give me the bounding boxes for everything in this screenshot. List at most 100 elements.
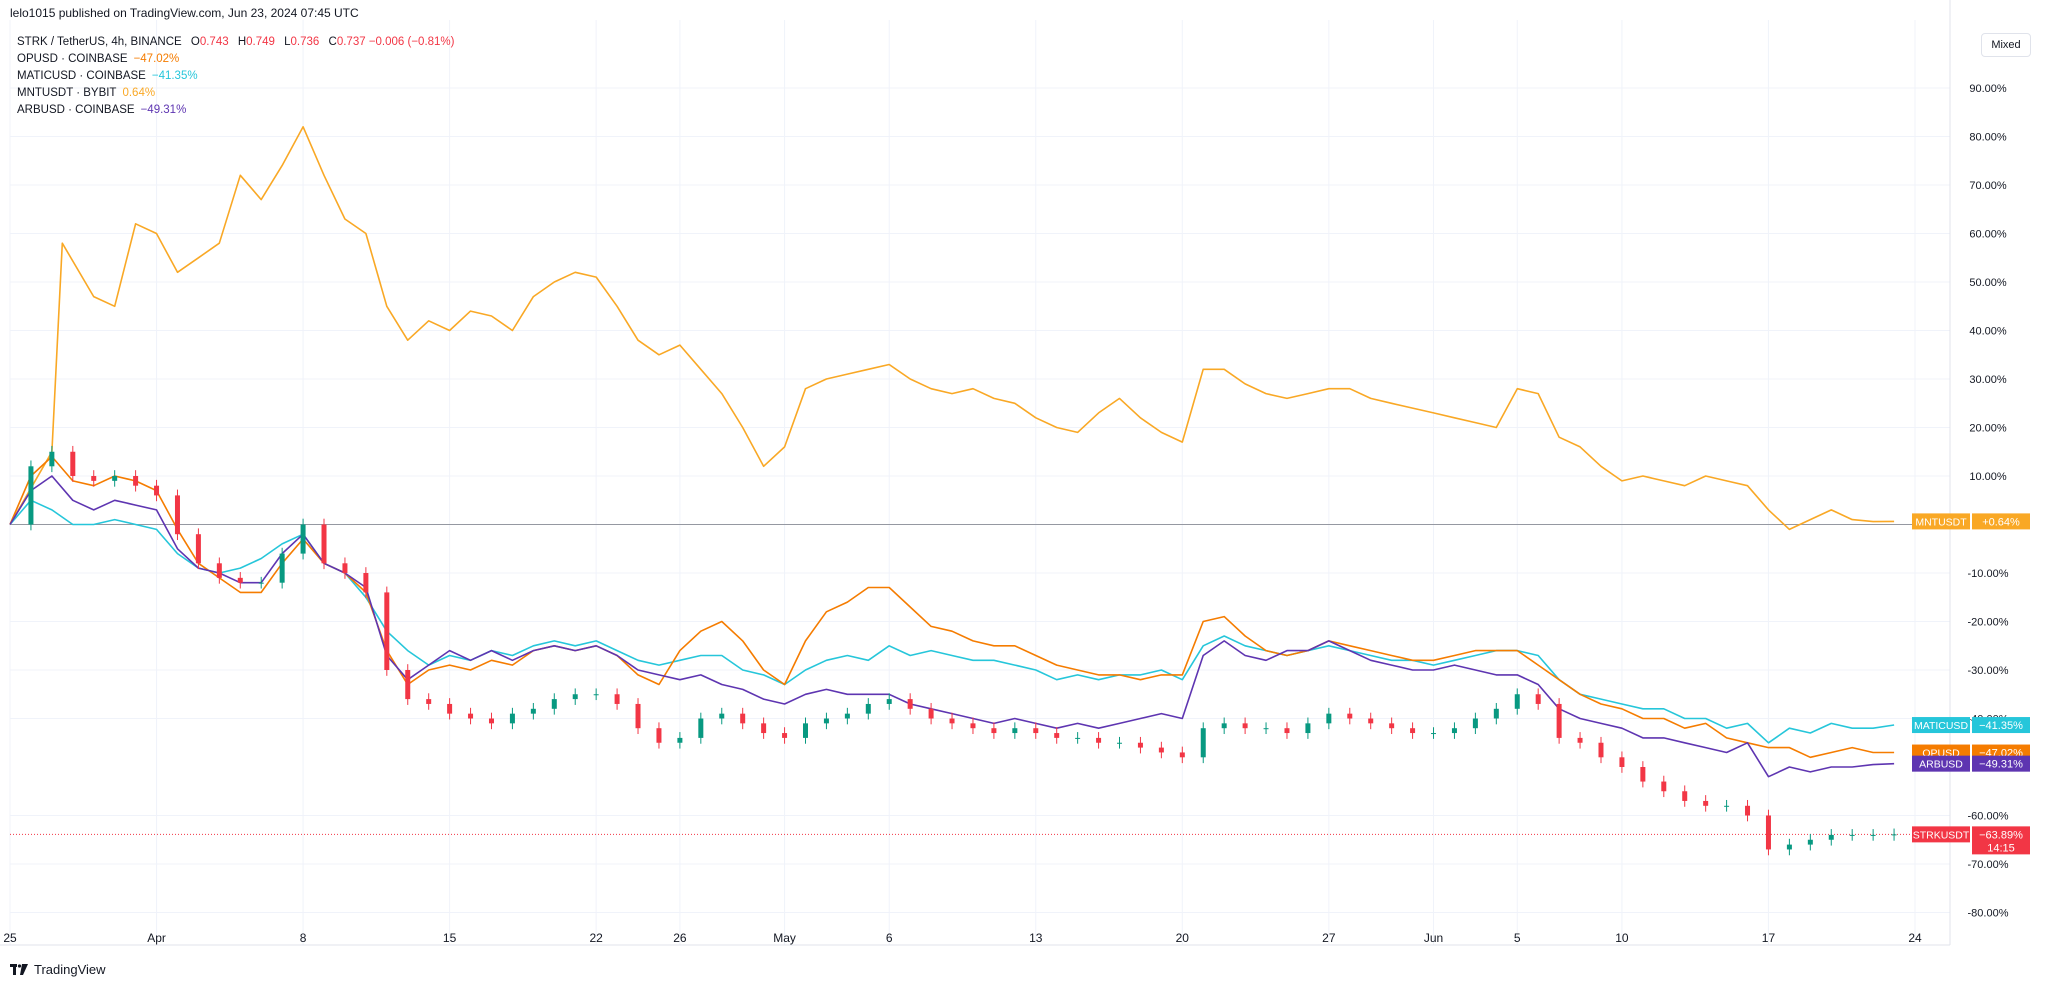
candle-body <box>1765 815 1771 850</box>
time-axis-tick-label: 22 <box>589 931 603 945</box>
candle-body <box>1703 800 1709 806</box>
candle-body <box>1807 839 1813 845</box>
candle-body <box>1263 728 1269 730</box>
candle-body <box>1598 742 1604 758</box>
candle-body <box>426 699 432 704</box>
mntusdt-last-label: MNTUSDT +0.64% <box>1912 513 2030 530</box>
candle-body <box>1640 767 1646 782</box>
candle-body <box>1158 747 1164 753</box>
candle-body <box>28 466 34 525</box>
candle-body <box>112 476 118 481</box>
candle-body <box>1870 834 1876 836</box>
candle-body <box>488 718 494 724</box>
candle-body <box>1117 742 1123 744</box>
candle-body <box>1221 723 1227 729</box>
time-axis-tick-label: 17 <box>1762 931 1776 945</box>
candle-body <box>1096 737 1102 743</box>
strk-candles <box>28 445 1897 856</box>
last-value-labels: MNTUSDT +0.64%MATICUSD −41.35%OPUSD −47.02%… <box>1912 513 2030 855</box>
tradingview-branding[interactable]: TradingView <box>10 962 106 977</box>
candle-body <box>363 573 369 593</box>
time-axis[interactable]: 25 Apr 8 15 22 26 May 6 13 20 27 Jun 5 10 17 24 <box>3 931 1922 945</box>
legend-compare-pct: 0.64% <box>122 87 156 99</box>
legend-open: 0.743 <box>199 36 229 48</box>
candle-body <box>740 713 746 724</box>
candle-body <box>823 718 829 724</box>
candle-body <box>1619 757 1625 767</box>
candle-body <box>865 703 871 714</box>
candle-body <box>802 723 808 738</box>
candle-body <box>49 451 55 467</box>
candle-body <box>216 563 222 578</box>
chart-legend: STRK / TetherUS, 4h, BINANCE O0.743 H0.7… <box>17 34 454 119</box>
candle-body <box>1451 728 1457 734</box>
candle-body <box>384 592 390 670</box>
legend-compare-mntusdt[interactable]: MNTUSDT · BYBIT 0.64% <box>17 85 454 102</box>
legend-compare-pct: −41.35% <box>151 70 198 82</box>
time-axis-tick-label: 6 <box>886 931 893 945</box>
candle-body <box>677 737 683 743</box>
time-axis-tick-label: May <box>773 931 796 945</box>
time-axis-tick-label: Apr <box>147 931 166 945</box>
price-axis-tick-label: -10.00% <box>1968 568 2009 580</box>
mntusdt-line <box>9 126 1895 531</box>
series-layer <box>9 126 1897 856</box>
candle-body <box>991 728 997 734</box>
scale-mode-button[interactable]: Mixed <box>1981 33 2031 57</box>
candle-body <box>886 699 892 704</box>
candle-body <box>133 476 139 486</box>
legend-compare-symbol: ARBUSD · COINBASE <box>17 104 135 116</box>
time-axis-tick-label: 20 <box>1176 931 1190 945</box>
candle-body <box>1137 742 1143 748</box>
last-label-value-box <box>1972 755 2030 772</box>
price-axis-tick-label: -30.00% <box>1968 665 2009 677</box>
candle-body <box>154 485 160 496</box>
candle-body <box>719 713 725 719</box>
legend-compare-arbusd[interactable]: ARBUSD · COINBASE −49.31% <box>17 102 454 119</box>
price-axis-tick-label: 20.00% <box>1969 423 2007 435</box>
candle-body <box>593 694 599 696</box>
price-axis-tick-label: -80.00% <box>1968 908 2009 920</box>
candle-body <box>1431 733 1437 735</box>
publish-info: lelo1015 published on TradingView.com, J… <box>10 6 359 20</box>
candle-body <box>970 723 976 729</box>
price-axis[interactable]: 90.00% 80.00% 70.00% 60.00% 50.00% 40.00% 30.0… <box>1968 83 2009 920</box>
legend-low: 0.736 <box>290 36 320 48</box>
legend-compare-pct: −49.31% <box>140 104 187 116</box>
last-label-name: ARBUSD <box>1919 759 1963 771</box>
legend-main-series[interactable]: STRK / TetherUS, 4h, BINANCE O0.743 H0.7… <box>17 34 454 51</box>
last-label-countdown: 14:15 <box>1987 842 2015 854</box>
candle-body <box>1472 718 1478 729</box>
time-axis-tick-label: 10 <box>1615 931 1629 945</box>
candle-body <box>1347 713 1353 719</box>
candle-body <box>1556 703 1562 738</box>
legend-close-label: C <box>328 36 337 48</box>
candle-body <box>1033 728 1039 734</box>
candle-body <box>321 524 327 564</box>
time-axis-tick-label: 5 <box>1514 931 1521 945</box>
arbusd-line <box>9 475 1895 778</box>
candle-body <box>1368 718 1374 724</box>
candle-body <box>1493 708 1499 719</box>
legend-compare-opusd[interactable]: OPUSD · COINBASE −47.02% <box>17 51 454 68</box>
candle-body <box>509 713 515 724</box>
candle-body <box>237 577 243 583</box>
last-label-value: −49.31% <box>1979 759 2023 771</box>
candle-body <box>1891 834 1897 836</box>
candle-body <box>1054 733 1060 738</box>
price-axis-tick-label: 60.00% <box>1969 229 2007 241</box>
legend-close: 0.737 <box>336 36 366 48</box>
legend-change: −0.006 (−0.81%) <box>368 36 455 48</box>
candle-body <box>342 563 348 573</box>
maticusd-last-label: MATICUSD −41.35% <box>1912 717 2030 734</box>
candle-body <box>1305 723 1311 734</box>
last-label-value-box <box>1972 826 2030 855</box>
last-label-value: +0.64% <box>1982 516 2020 528</box>
candle-body <box>468 713 474 719</box>
price-axis-tick-label: -60.00% <box>1968 811 2009 823</box>
legend-compare-pct: −47.02% <box>133 53 180 65</box>
legend-compare-maticusd[interactable]: MATICUSD · COINBASE −41.35% <box>17 68 454 85</box>
candle-body <box>572 694 578 700</box>
candle-body <box>1724 805 1730 807</box>
